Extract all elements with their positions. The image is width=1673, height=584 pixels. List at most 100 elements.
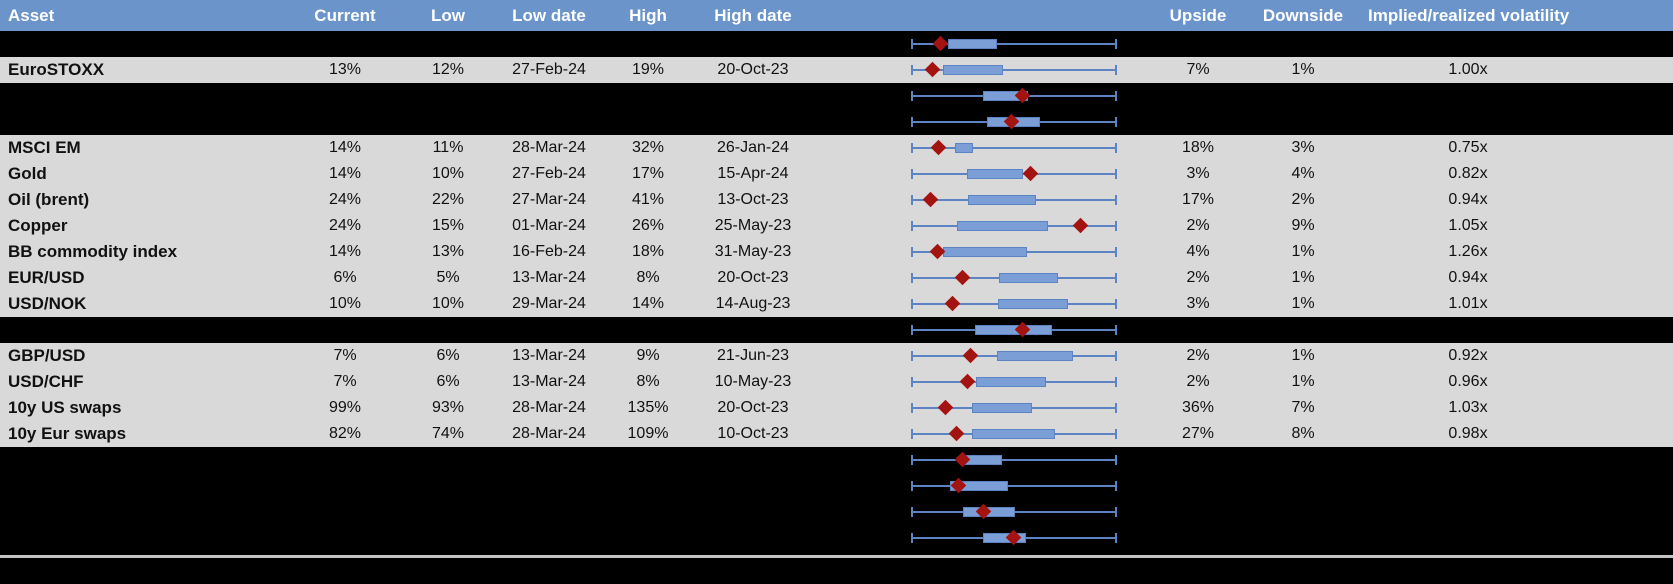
cell-high: 26% — [631, 217, 665, 234]
whisker-right-tick — [1115, 481, 1117, 491]
cell-low-date — [484, 473, 614, 499]
cell-high — [608, 525, 688, 551]
cell-implied-realized — [1368, 317, 1568, 343]
cell-low-date: 27-Feb-24 — [512, 61, 586, 78]
box-range — [972, 403, 1032, 413]
cell-implied-realized — [1368, 473, 1568, 499]
cell-high: 14% — [631, 295, 665, 312]
cell-low-date — [484, 317, 614, 343]
table-row: EUR/USD 6% 5% 13-Mar-24 8% 20-Oct-23 2% … — [0, 265, 1673, 291]
cell-low-date: 13-Mar-24 — [512, 269, 586, 286]
table-row: USD/NOK 10% 10% 29-Mar-24 14% 14-Aug-23 … — [0, 291, 1673, 317]
cell-implied-realized: 1.00x — [1448, 61, 1488, 78]
marker-diamond — [924, 61, 940, 78]
cell-current — [305, 499, 385, 525]
col-header-low-date: Low date — [512, 6, 586, 25]
cell-upside: 36% — [1181, 399, 1215, 416]
whisker-right-tick — [1115, 507, 1117, 517]
whisker-right-tick — [1115, 39, 1117, 49]
whisker-left-tick — [911, 377, 913, 387]
whisker-left-tick — [911, 273, 913, 283]
cell-low: 22% — [431, 191, 465, 208]
cell-downside — [1258, 473, 1348, 499]
whisker-left-tick — [911, 455, 913, 465]
table-row — [0, 499, 1673, 525]
cell-low: 10% — [431, 165, 465, 182]
col-header-implied-realized: Implied/realized volatility — [1368, 6, 1570, 25]
boxplot — [911, 317, 1117, 343]
cell-asset-label: USD/NOK — [8, 294, 87, 313]
whisker-right-tick — [1115, 117, 1117, 127]
cell-low — [408, 317, 488, 343]
cell-high-date: 13-Oct-23 — [717, 191, 789, 208]
cell-high — [608, 109, 688, 135]
table-row — [0, 83, 1673, 109]
cell-high-date: 21-Jun-23 — [716, 347, 790, 364]
table-row: GBP/USD 7% 6% 13-Mar-24 9% 21-Jun-23 2% … — [0, 343, 1673, 369]
cell-upside: 7% — [1186, 61, 1210, 78]
marker-diamond — [944, 295, 960, 312]
whisker-right-tick — [1115, 351, 1117, 361]
marker-diamond — [937, 399, 953, 416]
cell-asset-label: BB commodity index — [8, 242, 178, 261]
cell-high — [608, 83, 688, 109]
whisker-left-tick — [911, 429, 913, 439]
table-row: Oil (brent) 24% 22% 27-Mar-24 41% 13-Oct… — [0, 187, 1673, 213]
cell-upside: 27% — [1181, 425, 1215, 442]
cell-current: 6% — [333, 269, 357, 286]
cell-implied-realized: 0.82x — [1448, 165, 1488, 182]
cell-upside: 2% — [1186, 269, 1210, 286]
cell-current: 14% — [328, 165, 362, 182]
table-row: 10y Eur swaps 82% 74% 28-Mar-24 109% 10-… — [0, 421, 1673, 447]
cell-low: 13% — [431, 243, 465, 260]
boxplot — [911, 525, 1117, 551]
box-range — [942, 65, 1004, 75]
boxplot — [911, 395, 1117, 421]
cell-high: 8% — [636, 373, 660, 390]
cell-low-date — [484, 525, 614, 551]
cell-asset-label: 10y Eur swaps — [8, 424, 127, 443]
box-range — [999, 273, 1059, 283]
cell-downside: 9% — [1291, 217, 1315, 234]
cell-current — [305, 447, 385, 473]
whisker-right-tick — [1115, 533, 1117, 543]
cell-upside: 2% — [1186, 347, 1210, 364]
cell-asset-label: MSCI EM — [8, 138, 81, 157]
cell-downside — [1258, 109, 1348, 135]
cell-implied-realized: 1.26x — [1448, 243, 1488, 260]
box-range — [976, 377, 1046, 387]
whisker-right-tick — [1115, 325, 1117, 335]
cell-high: 18% — [631, 243, 665, 260]
cell-asset-label: Oil (brent) — [8, 190, 90, 209]
col-header-current: Current — [314, 6, 376, 25]
cell-high — [608, 447, 688, 473]
box-range — [967, 169, 1023, 179]
box-range — [996, 351, 1073, 361]
whisker-left-tick — [911, 481, 913, 491]
cell-low-date — [484, 499, 614, 525]
boxplot — [911, 473, 1117, 499]
whisker-left-tick — [911, 39, 913, 49]
box-range — [948, 39, 997, 49]
cell-high-date — [688, 317, 818, 343]
boxplot — [911, 83, 1117, 109]
whisker-left-tick — [911, 117, 913, 127]
boxplot — [911, 239, 1117, 265]
table-row — [0, 525, 1673, 551]
marker-diamond — [1073, 217, 1089, 234]
cell-high — [608, 31, 688, 57]
cell-low-date — [484, 447, 614, 473]
cell-current: 13% — [328, 61, 362, 78]
boxplot — [911, 343, 1117, 369]
cell-low — [408, 109, 488, 135]
cell-implied-realized: 0.94x — [1448, 191, 1488, 208]
whisker-right-tick — [1115, 195, 1117, 205]
col-header-upside: Upside — [1169, 6, 1227, 25]
cell-high-date — [688, 499, 818, 525]
boxplot — [911, 421, 1117, 447]
marker-diamond — [955, 269, 971, 286]
cell-low: 12% — [431, 61, 465, 78]
cell-low-date: 28-Mar-24 — [512, 139, 586, 156]
cell-low: 10% — [431, 295, 465, 312]
cell-low — [408, 473, 488, 499]
